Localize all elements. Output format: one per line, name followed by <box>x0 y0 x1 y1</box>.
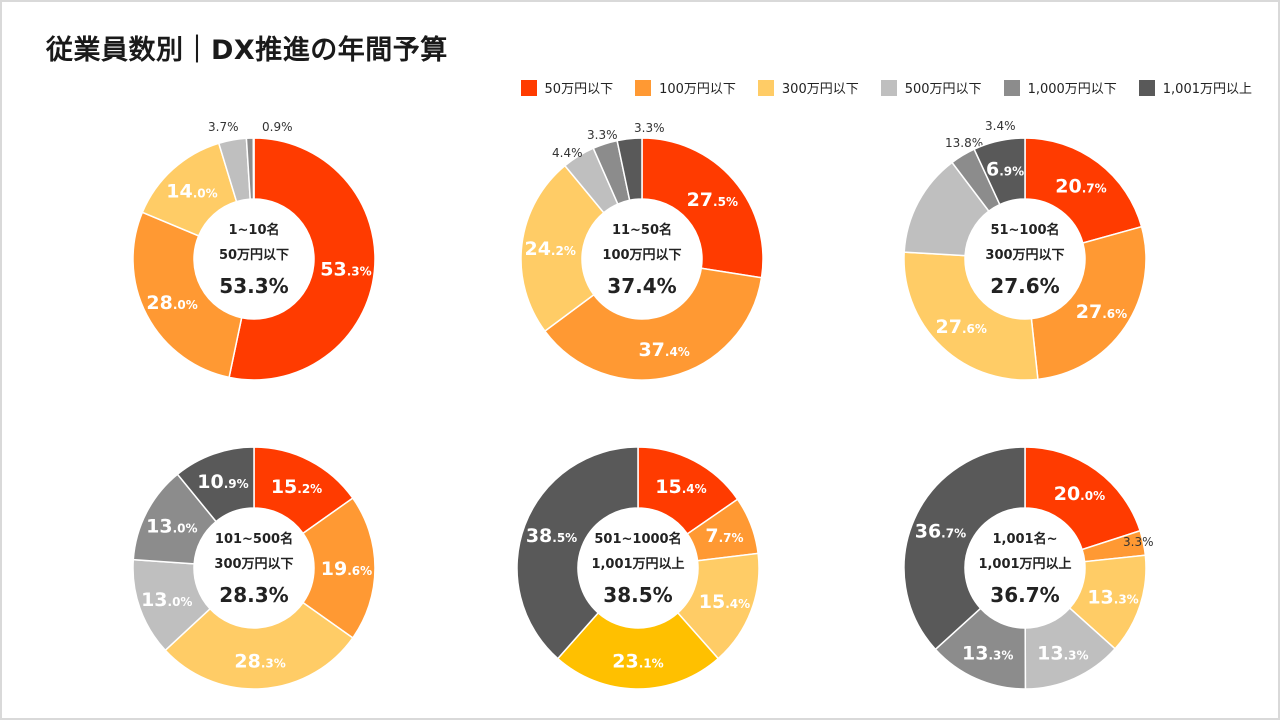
donut-2-center-label: 300万円以下 <box>985 248 1064 263</box>
donut-4-label-5: 38.5% <box>526 525 577 547</box>
donut-chart-0: 53.3% 28.0% 14.0% 3.7% 0.9% 1~10名 50万円以下 53.3% <box>132 120 376 381</box>
donut-1-slice-1 <box>543 267 763 381</box>
donut-5-group: 1,001名~ <box>992 531 1057 547</box>
donut-1-label-1: 37.4% <box>638 339 689 361</box>
legend-label-5: 1,001万円以上 <box>1162 82 1252 97</box>
donut-4-label-1: 7.7% <box>705 525 743 547</box>
donut-chart-4: 15.4% 7.7% 15.4% 23.1% 38.5% 501~1000名 1,001万円… <box>516 446 760 690</box>
donut-3-label-4: 13.0% <box>146 515 197 537</box>
legend-item-0: 50万円以下 <box>520 78 614 97</box>
donut-4-label-2: 15.4% <box>699 591 750 613</box>
donut-2-slice-2 <box>903 251 1039 381</box>
donut-1-label-0: 27.5% <box>687 189 738 211</box>
donut-4-center-value: 38.5% <box>603 583 672 607</box>
donut-2-label-2: 27.6% <box>936 316 987 338</box>
donut-5-slice-5 <box>903 446 1026 651</box>
donut-0-label-4: 0.9% <box>262 120 293 134</box>
donut-5-center-label: 1,001万円以上 <box>978 557 1071 572</box>
donut-chart-3: 15.2%19.6%28.3%13.0%13.0%10.9%101~500名30… <box>132 446 376 690</box>
donut-2-group: 51~100名 <box>990 222 1059 238</box>
donut-1-label-4: 3.3% <box>587 128 618 142</box>
donut-1-group: 11~50名 <box>612 222 672 238</box>
legend-label-0: 50万円以下 <box>544 82 614 97</box>
legend-swatch-4 <box>1003 79 1020 96</box>
donut-5-label-5: 36.7% <box>915 521 966 543</box>
legend-item-3: 500万円以下 <box>880 78 982 97</box>
donut-3-label-5: 10.9% <box>197 471 248 493</box>
donut-3-label-1: 19.6% <box>321 558 372 580</box>
donut-1-slice-0 <box>641 137 764 279</box>
legend-item-1: 100万円以下 <box>635 78 736 97</box>
donut-0-label-0: 53.3% <box>320 259 371 281</box>
donut-3-group: 101~500名 <box>215 531 293 547</box>
donut-3-label-2: 28.3% <box>234 650 285 672</box>
legend-swatch-1 <box>635 79 652 96</box>
donut-chart-5: 20.0% 3.3% 13.3% 13.3% 13.3% 36.7% 1,001名~ 1,00… <box>903 446 1154 690</box>
donut-1-center-label: 100万円以下 <box>602 248 681 263</box>
donut-0-group: 1~10名 <box>228 222 279 238</box>
donut-0-label-2: 14.0% <box>166 180 217 202</box>
donut-5-slice-0 <box>1024 446 1142 551</box>
donut-5-label-4: 13.3% <box>962 643 1013 665</box>
donut-3-slice-2 <box>164 601 354 690</box>
donut-3-center-value: 28.3% <box>219 583 288 607</box>
donut-2-label-0: 20.7% <box>1055 175 1106 197</box>
donut-1-label-2: 24.2% <box>524 238 575 260</box>
legend-item-4: 1,000万円以下 <box>1003 78 1117 97</box>
donut-2-center-value: 27.6% <box>990 274 1059 298</box>
donut-1-label-3: 4.4% <box>552 146 583 160</box>
donut-2-label-4: 3.4% <box>985 119 1016 133</box>
donut-3-label-0: 15.2% <box>271 476 322 498</box>
donut-1-center-value: 37.4% <box>607 274 676 298</box>
donut-5-label-0: 20.0% <box>1054 483 1105 505</box>
legend-label-2: 300万円以下 <box>781 82 859 97</box>
donut-4-label-0: 15.4% <box>655 476 706 498</box>
donut-chart-1: 27.5% 37.4% 24.2% 4.4% 3.3% 3.3% 11~50名 100万円以下… <box>520 121 764 381</box>
donut-1-label-5: 3.3% <box>634 121 665 135</box>
donut-1-slice-2 <box>520 164 605 333</box>
legend-swatch-3 <box>880 79 897 96</box>
legend-label-3: 500万円以下 <box>904 82 982 97</box>
legend-swatch-0 <box>520 79 537 96</box>
donut-4-label-3: 23.1% <box>612 651 663 673</box>
legend-label-1: 100万円以下 <box>659 82 736 97</box>
donut-3-slice-5 <box>176 446 255 523</box>
legend-label-4: 1,000万円以下 <box>1027 82 1117 97</box>
donut-0-center-value: 53.3% <box>219 274 288 298</box>
legend-swatch-5 <box>1138 79 1155 96</box>
donut-3-label-3: 13.0% <box>141 589 192 611</box>
donut-4-center-label: 1,001万円以上 <box>591 557 684 572</box>
donut-0-center-label: 50万円以下 <box>219 248 289 263</box>
donut-3-slice-1 <box>301 497 376 639</box>
legend-swatch-2 <box>757 79 774 96</box>
donut-0-label-3: 3.7% <box>208 120 239 134</box>
donut-5-label-1: 3.3% <box>1123 535 1154 549</box>
donut-5-label-2: 13.3% <box>1087 586 1138 608</box>
donut-0-slice-5 <box>252 137 255 200</box>
donut-0-slice-0 <box>228 137 376 381</box>
donut-2-slice-1 <box>1030 225 1147 381</box>
donut-2-label-5: 6.9% <box>986 159 1024 181</box>
donut-5-center-value: 36.7% <box>990 583 1059 607</box>
donut-2-slice-5 <box>973 137 1026 206</box>
donut-2-slice-0 <box>1024 137 1143 244</box>
donut-5-label-3: 13.3% <box>1037 642 1088 664</box>
legend: 50万円以下 100万円以下 300万円以下 500万円以下 1,000万円以下… <box>520 78 1252 97</box>
page-title: 従業員数別｜DX推進の年間予算 <box>46 35 448 66</box>
legend-item-5: 1,001万円以上 <box>1138 78 1252 97</box>
donut-4-slice-3 <box>556 611 720 690</box>
donut-2-label-1: 27.6% <box>1076 301 1127 323</box>
donut-3-center-label: 300万円以下 <box>214 557 293 572</box>
donut-4-slice-5 <box>516 446 639 660</box>
donut-1-slice-5 <box>616 137 643 202</box>
donut-4-group: 501~1000名 <box>594 531 681 547</box>
donut-chart-2: 20.7%27.6%27.6%13.8%3.4%6.9%51~100名300万円… <box>903 119 1147 381</box>
donut-0-slice-1 <box>132 211 243 379</box>
legend-item-2: 300万円以下 <box>757 78 859 97</box>
donut-0-label-1: 28.0% <box>146 292 197 314</box>
donut-2-label-3: 13.8% <box>945 136 983 150</box>
